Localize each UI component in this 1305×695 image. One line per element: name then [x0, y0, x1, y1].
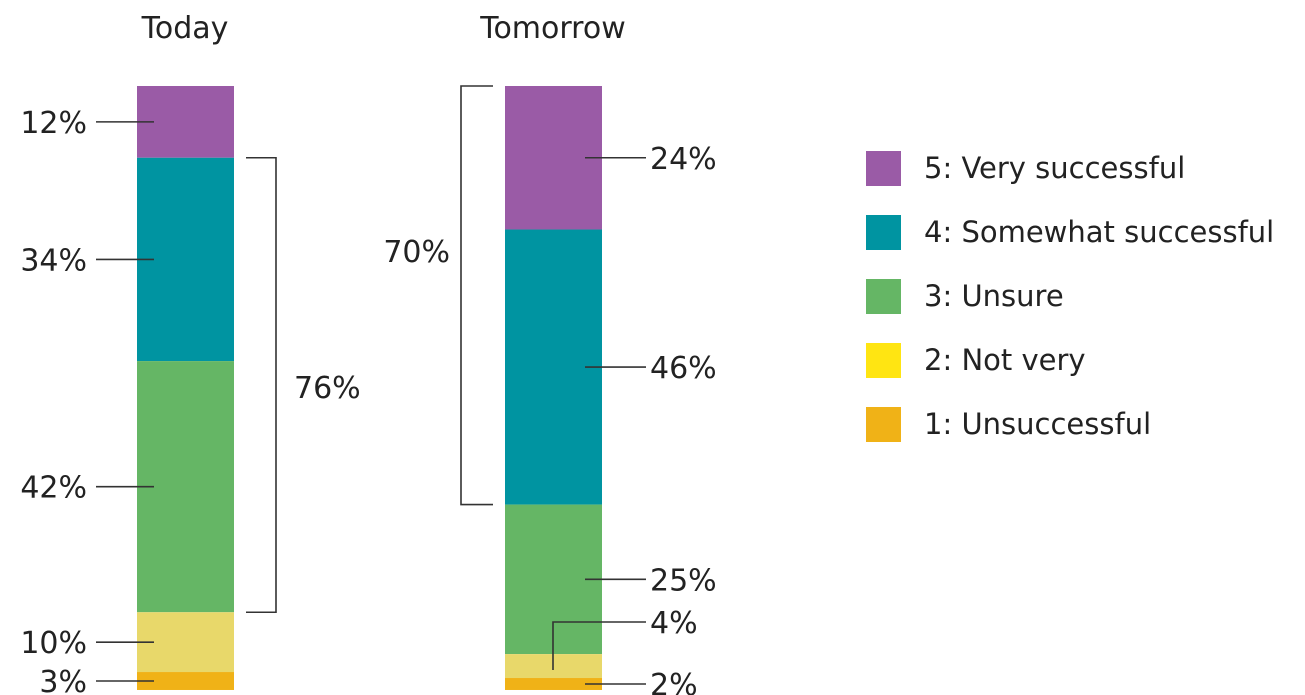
value-label-tomorrow-5-very-successful: 24% [650, 142, 717, 177]
legend-label-5-very-successful: 5: Very successful [924, 151, 1185, 185]
legend-swatch-1-unsuccessful [866, 407, 901, 442]
legend-swatch-3-unsure [866, 279, 901, 314]
bar-title-tomorrow: Tomorrow [479, 11, 626, 46]
bars [137, 86, 602, 690]
legend-label-1-unsuccessful: 1: Unsuccessful [924, 407, 1151, 441]
leader-line-tomorrow-2-not-very [552, 621, 646, 671]
brackets: 76% 70% [246, 85, 493, 614]
bar-title-today: Today [141, 11, 229, 46]
legend: 5: Very successful 4: Somewhat successful… [866, 151, 1274, 442]
value-label-tomorrow-2-not-very: 4% [650, 606, 698, 641]
legend-swatch-5-very-successful [866, 151, 901, 186]
bracket-tomorrow [460, 85, 493, 506]
value-label-today-5-very-successful: 12% [20, 106, 87, 141]
value-label-today-4-somewhat-successful: 34% [20, 243, 87, 278]
legend-swatch-2-not-very [866, 343, 901, 378]
bar-segment-today-1-unsuccessful [137, 672, 234, 690]
legend-label-2-not-very: 2: Not very [924, 343, 1086, 377]
value-label-today-2-not-very: 10% [20, 626, 87, 661]
value-label-today-1-unsuccessful: 3% [39, 665, 87, 695]
legend-label-3-unsure: 3: Unsure [924, 279, 1064, 313]
legend-label-4-somewhat-successful: 4: Somewhat successful [924, 215, 1274, 249]
value-label-tomorrow-4-somewhat-successful: 46% [650, 351, 717, 386]
legend-swatch-4-somewhat-successful [866, 215, 901, 250]
bracket-label-tomorrow: 70% [383, 235, 450, 270]
value-label-tomorrow-1-unsuccessful: 2% [650, 668, 698, 695]
bar-segment-tomorrow-1-unsuccessful [505, 678, 602, 690]
value-leaders: 12% 24% 34% 46% 42% 25% 10% 4% 3% 2% [20, 106, 716, 695]
value-label-today-3-unsure: 42% [20, 471, 87, 506]
bracket-today [246, 156, 277, 614]
bracket-label-today: 76% [294, 371, 361, 406]
bar-titles: Today Tomorrow [141, 11, 626, 46]
value-label-tomorrow-3-unsure: 25% [650, 563, 717, 598]
